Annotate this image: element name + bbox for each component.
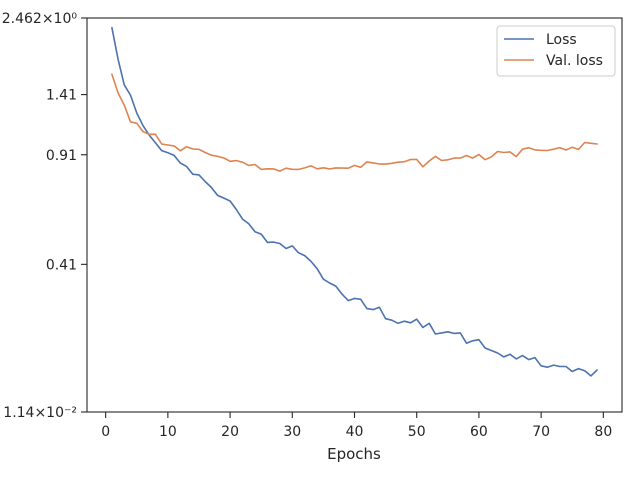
y-tick-label: 0.41: [46, 257, 77, 273]
x-axis-title: Epochs: [327, 445, 381, 463]
x-tick-label: 30: [283, 424, 301, 440]
x-tick-label: 50: [408, 424, 426, 440]
x-tick-label: 10: [159, 424, 177, 440]
x-tick-label: 80: [594, 424, 612, 440]
y-tick-label: 2.462×10⁰: [2, 11, 78, 27]
x-tick-label: 20: [221, 424, 239, 440]
y-tick-label: 1.41: [46, 88, 77, 104]
series-line-val-loss: [111, 73, 598, 172]
x-tick-label: 70: [532, 424, 550, 440]
x-tick-label: 40: [346, 424, 364, 440]
series-layer: [111, 26, 598, 377]
x-axis-ticks: 0 10 20 30 40 50 60 70 80: [101, 412, 612, 440]
legend: Loss Val. loss: [496, 25, 616, 77]
plot-area: [86, 17, 623, 413]
y-axis-ticks: 1.14×10⁻² 0.41 0.91 1.41 2.462×10⁰: [2, 11, 87, 421]
x-tick-label: 0: [101, 424, 110, 440]
x-tick-label: 60: [470, 424, 488, 440]
y-tick-label: 0.91: [46, 148, 77, 164]
legend-label-loss: Loss: [546, 32, 577, 48]
series-line-loss: [111, 26, 598, 377]
legend-label-val-loss: Val. loss: [546, 53, 603, 69]
y-tick-label: 1.14×10⁻²: [3, 405, 77, 421]
